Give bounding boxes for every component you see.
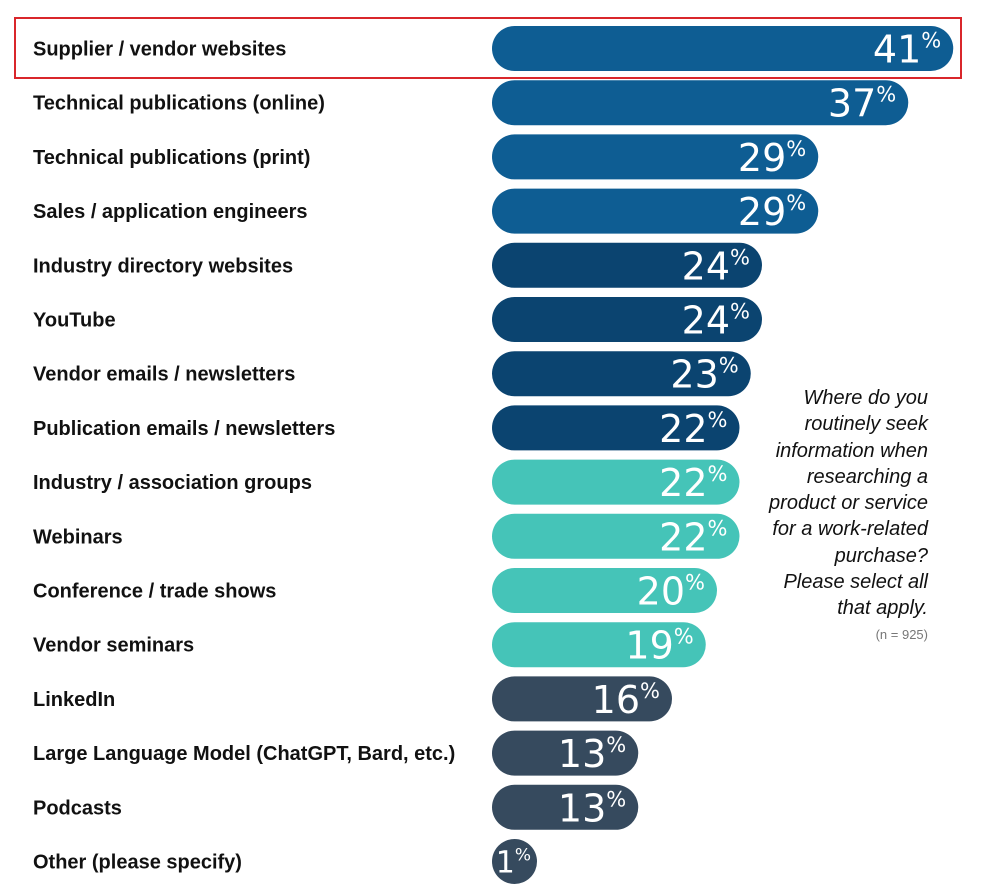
- value-label: 22%: [659, 515, 727, 559]
- category-label: Podcasts: [33, 797, 122, 819]
- survey-question: Where do you routinely seek information wh…: [745, 385, 928, 622]
- category-label: Webinars: [33, 526, 123, 548]
- category-label: Supplier / vendor websites: [33, 39, 286, 61]
- category-label: Large Language Model (ChatGPT, Bard, etc…: [33, 743, 455, 765]
- value-label: 22%: [659, 461, 727, 505]
- value-label: 37%: [828, 82, 896, 126]
- value-label: 13%: [558, 786, 626, 830]
- question-line: that apply.: [837, 597, 928, 620]
- category-label: YouTube: [33, 310, 116, 332]
- value-label: 22%: [659, 407, 727, 451]
- question-line: for a work-related: [772, 518, 928, 541]
- bar: [492, 297, 762, 342]
- bar: [492, 26, 954, 71]
- bar: [492, 242, 762, 288]
- value-label: 24%: [682, 299, 750, 343]
- bar: [492, 676, 672, 722]
- category-label: LinkedIn: [33, 689, 115, 711]
- category-label: Vendor seminars: [33, 635, 194, 657]
- bar: [492, 80, 909, 126]
- category-label: Other (please specify): [33, 852, 242, 874]
- bar: [492, 459, 740, 505]
- bar: [492, 839, 537, 884]
- question-line: routinely seek: [804, 413, 928, 436]
- value-label: 41%: [873, 28, 941, 72]
- category-label: Conference / trade shows: [33, 581, 276, 603]
- category-label: Vendor emails / newsletters: [33, 364, 295, 386]
- question-line: Please select all: [783, 571, 928, 594]
- bar: [492, 568, 717, 613]
- category-label: Technical publications (online): [33, 93, 325, 115]
- category-label: Industry directory websites: [33, 255, 293, 277]
- bar: [492, 405, 740, 451]
- value-label: 24%: [682, 244, 750, 288]
- question-line: purchase?: [834, 544, 928, 567]
- bar: [492, 730, 639, 776]
- bar: [492, 188, 819, 234]
- value-label: 29%: [738, 136, 806, 180]
- value-label: 16%: [592, 678, 660, 722]
- category-label: Technical publications (print): [33, 147, 310, 169]
- value-label: 13%: [558, 732, 626, 776]
- question-line: product or service: [769, 492, 928, 515]
- category-label: Publication emails / newsletters: [33, 418, 335, 440]
- bar: [492, 513, 740, 559]
- highlight-box: [14, 17, 962, 79]
- bar: [492, 622, 706, 668]
- bar: [492, 351, 751, 397]
- question-line: information when: [775, 439, 928, 462]
- sample-size-note: (n = 925): [875, 627, 928, 642]
- category-label: Sales / application engineers: [33, 201, 308, 223]
- value-label: 29%: [738, 190, 806, 234]
- question-line: researching a: [806, 465, 928, 488]
- value-label: 20%: [637, 570, 705, 614]
- question-line: Where do you: [803, 387, 928, 409]
- bar: [492, 134, 819, 180]
- category-label: Industry / association groups: [33, 472, 312, 494]
- value-label: 19%: [625, 624, 693, 668]
- value-label: 1%: [496, 846, 531, 881]
- value-label: 23%: [670, 353, 738, 397]
- bar: [492, 784, 639, 830]
